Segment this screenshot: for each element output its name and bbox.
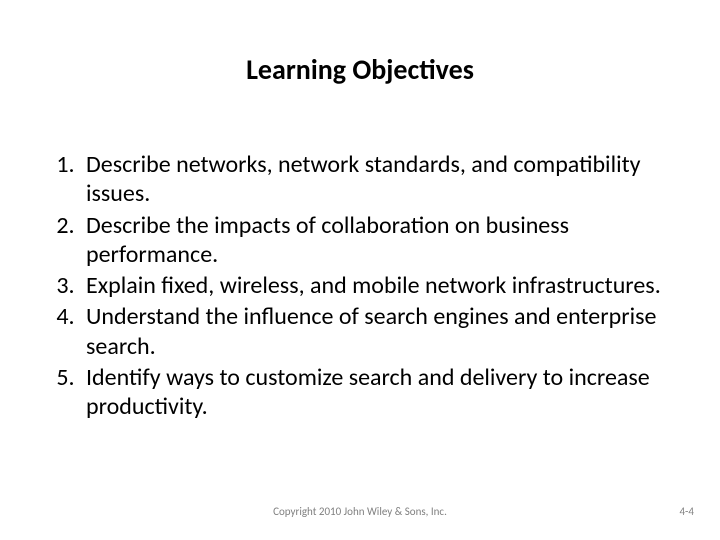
list-item-text: Identify ways to customize search and de…	[86, 363, 650, 421]
list-item-text: Explain fixed, wireless, and mobile netw…	[86, 271, 661, 300]
list-item: Understand the influence of search engin…	[80, 302, 694, 361]
slide-body: Describe networks, network standards, an…	[34, 150, 694, 423]
footer-copyright: Copyright 2010 John Wiley & Sons, Inc.	[0, 505, 720, 518]
list-item-text: Understand the influence of search engin…	[86, 302, 656, 360]
objectives-list: Describe networks, network standards, an…	[34, 150, 694, 421]
list-item: Explain fixed, wireless, and mobile netw…	[80, 271, 694, 300]
list-item: Identify ways to customize search and de…	[80, 363, 694, 422]
slide: Learning Objectives Describe networks, n…	[0, 0, 720, 540]
footer-page-number: 4-4	[679, 505, 694, 518]
slide-title: Learning Objectives	[0, 52, 720, 87]
list-item: Describe the impacts of collaboration on…	[80, 211, 694, 270]
list-item: Describe networks, network standards, an…	[80, 150, 694, 209]
list-item-text: Describe networks, network standards, an…	[86, 150, 640, 208]
list-item-text: Describe the impacts of collaboration on…	[86, 211, 569, 269]
